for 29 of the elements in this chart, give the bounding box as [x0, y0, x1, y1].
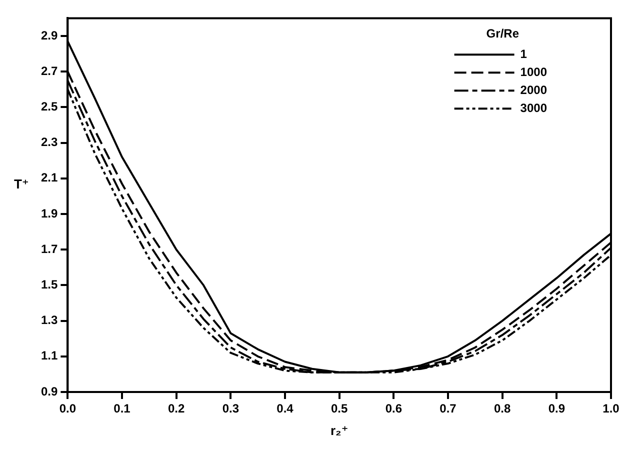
x-tick-label: 0.2: [168, 402, 186, 416]
x-tick-label: 0.3: [222, 402, 240, 416]
y-tick-label: 1.5: [40, 278, 58, 292]
x-axis-title: r₂⁺: [330, 422, 348, 438]
x-tick-label: 0.1: [114, 402, 131, 416]
y-tick-label: 1.1: [40, 348, 58, 363]
x-tick-label: 0.9: [548, 402, 566, 416]
x-tick-label: 0.7: [440, 402, 457, 416]
x-tick-label: 0.8: [494, 402, 511, 416]
x-tick-label: 0.5: [330, 402, 348, 416]
y-tick-label: 0.9: [40, 384, 58, 398]
y-tick-label: 2.9: [40, 28, 58, 42]
x-tick-label: 0.0: [59, 402, 76, 416]
y-tick-label: 2.7: [40, 64, 58, 78]
y-tick-label: 1.7: [40, 242, 58, 256]
legend-label: 1: [520, 46, 528, 61]
y-axis-title: T⁺: [14, 176, 29, 192]
legend-label: 1000: [520, 64, 548, 79]
legend-title: Gr/Re: [486, 26, 520, 41]
legend-label: 2000: [520, 82, 548, 97]
y-tick-label: 2.3: [40, 135, 58, 150]
y-tick-label: 1.9: [40, 206, 58, 220]
legend-label: 3000: [520, 100, 548, 115]
x-tick-label: 1.0: [602, 402, 620, 416]
y-tick-label: 2.5: [40, 100, 58, 114]
y-tick-label: 2.1: [40, 170, 58, 185]
y-tick-label: 1.3: [40, 313, 58, 328]
x-tick-label: 0.4: [276, 402, 294, 416]
x-tick-label: 0.6: [385, 402, 402, 416]
